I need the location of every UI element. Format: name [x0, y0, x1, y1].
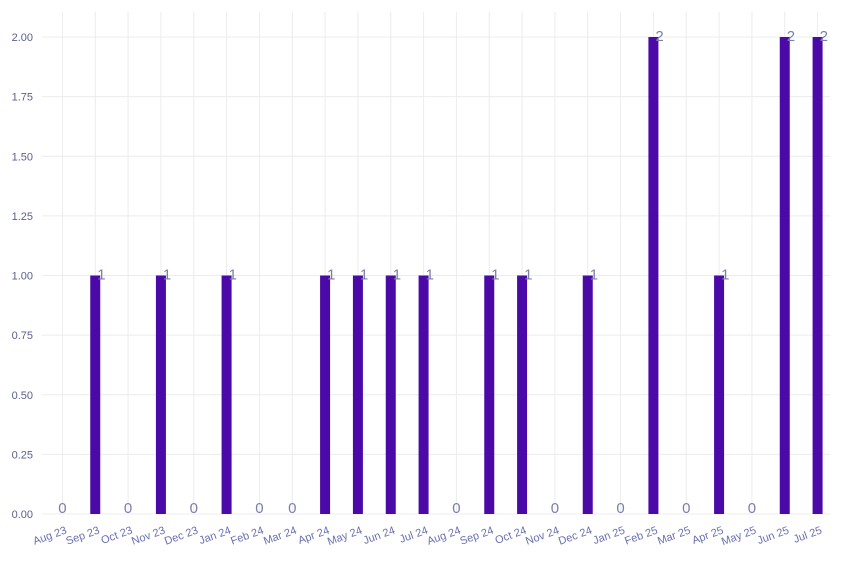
x-tick-label: Aug 23: [32, 525, 69, 548]
bar: [352, 275, 363, 514]
data-label: 0: [288, 500, 296, 517]
x-tick-label: Jun 24: [362, 525, 397, 548]
data-label: 1: [721, 267, 729, 284]
bar: [90, 275, 101, 514]
bar: [517, 275, 528, 514]
x-tick-label: Sep 23: [64, 525, 101, 548]
bar: [484, 275, 495, 514]
data-label: 0: [124, 500, 132, 517]
y-tick-label: 1.00: [12, 271, 33, 283]
y-tick-label: 0.00: [12, 509, 33, 521]
y-tick-label: 1.25: [12, 211, 33, 223]
data-label: 1: [590, 267, 598, 284]
x-tick-label: Dec 23: [163, 525, 200, 548]
data-label: 1: [327, 267, 335, 284]
x-tick-label: Jun 25: [756, 525, 791, 548]
y-tick-label: 0.75: [12, 330, 33, 342]
x-tick-label: Jan 25: [591, 525, 626, 548]
x-tick-label: Nov 23: [130, 525, 167, 548]
x-tick-label: Mar 24: [262, 525, 298, 548]
data-labels: 0 1 0 1 0 1 0 0 1 1 1 1 0 1 1 0 1 0 2 0 1 0 2 2: [58, 28, 828, 517]
x-tick-label: Dec 24: [557, 525, 594, 548]
bar: [714, 275, 725, 514]
data-label: 1: [426, 267, 434, 284]
data-label: 0: [616, 500, 624, 517]
bar: [779, 37, 790, 514]
data-label: 1: [393, 267, 401, 284]
data-label: 0: [190, 500, 198, 517]
x-tick-label: Aug 24: [426, 525, 463, 548]
data-label: 1: [97, 267, 105, 284]
x-tick-label: Oct 23: [100, 525, 135, 547]
bar: [155, 275, 166, 514]
x-tick-label: Oct 24: [494, 525, 529, 547]
y-tick-label: 0.25: [12, 449, 33, 461]
x-tick-label: Nov 24: [524, 525, 561, 548]
y-tick-label: 1.75: [12, 92, 33, 104]
y-axis: 0.00 0.25 0.50 0.75 1.00 1.25 1.50 1.75 2.00: [12, 32, 33, 521]
x-tick-label: May 24: [326, 525, 364, 549]
bar: [582, 275, 593, 514]
data-label: 2: [787, 28, 795, 45]
y-tick-label: 1.50: [12, 151, 33, 163]
x-tick-label: Jan 24: [197, 525, 232, 548]
y-tick-label: 2.00: [12, 32, 33, 44]
x-tick-label: Apr 25: [691, 525, 726, 547]
data-label: 0: [551, 500, 559, 517]
data-label: 1: [163, 267, 171, 284]
x-tick-label: Sep 24: [458, 525, 495, 548]
data-label: 1: [360, 267, 368, 284]
bar: [812, 37, 823, 514]
data-label: 1: [524, 267, 532, 284]
bar: [320, 275, 331, 514]
x-tick-label: Jul 24: [398, 525, 430, 546]
data-label: 0: [452, 500, 460, 517]
x-tick-label: Feb 24: [229, 525, 265, 548]
x-tick-label: Apr 24: [297, 525, 332, 547]
x-tick-label: Feb 25: [623, 525, 659, 548]
data-label: 1: [491, 267, 499, 284]
data-label: 0: [255, 500, 263, 517]
bar: [418, 275, 429, 514]
data-label: 0: [682, 500, 690, 517]
data-label: 0: [748, 500, 756, 517]
bar: [221, 275, 232, 514]
y-tick-label: 0.50: [12, 390, 33, 402]
bar: [648, 37, 659, 514]
bar: [385, 275, 396, 514]
x-tick-label: May 25: [720, 525, 758, 549]
x-tick-label: Mar 25: [656, 525, 692, 548]
data-label: 2: [655, 28, 663, 45]
data-label: 0: [58, 500, 66, 517]
data-label: 2: [820, 28, 828, 45]
data-label: 1: [229, 267, 237, 284]
x-tick-label: Jul 25: [792, 525, 824, 546]
bars: [90, 37, 823, 514]
